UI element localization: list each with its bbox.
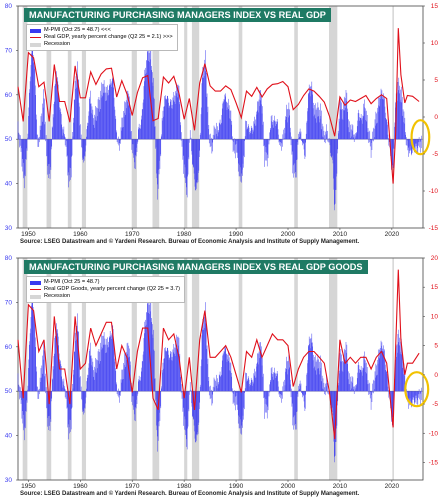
- legend-swatch-pmi: [30, 280, 41, 285]
- left-axis-tick-label: 30: [5, 225, 13, 232]
- legend-label-recession: Recession: [44, 293, 71, 299]
- right-axis-tick-label: -5: [432, 151, 438, 158]
- recession-band: [184, 258, 188, 480]
- chart-source: Source: LSEG Datastream and © Yardeni Re…: [20, 491, 360, 497]
- recession-band: [329, 6, 338, 228]
- left-axis-tick-label: 70: [5, 47, 13, 54]
- legend-label-gdp: Real GDP, yearly percent change (Q2 25 =…: [44, 34, 173, 40]
- x-axis-tick-label: 1970: [125, 483, 140, 490]
- recession-band: [131, 258, 137, 480]
- recession-band: [191, 258, 200, 480]
- legend-swatch-pmi: [30, 28, 41, 33]
- right-axis-tick-label: -10: [429, 430, 439, 437]
- legend-item-pmi: M-PMI (Oct 25 = 48.7) <<<: [30, 27, 173, 34]
- right-axis-tick-label: 5: [434, 343, 438, 350]
- chart-panel-pmi-vs-gdp: 80 70 60 50 40 30 15 10 5 0 -5 -10 -15 1950 1960 1970 19…: [0, 0, 445, 245]
- x-axis-tick-label: 2010: [333, 231, 348, 238]
- legend-item-gdp-goods: Real GDP Goods, yearly percent change (Q…: [30, 286, 180, 293]
- x-axis-tick-label: 1960: [73, 483, 88, 490]
- x-axis-tick-label: 1970: [125, 231, 140, 238]
- x-axis-tick-label: 2000: [281, 483, 296, 490]
- left-axis-tick-label: 40: [5, 433, 13, 440]
- recession-band: [152, 258, 160, 480]
- right-axis-tick-label: 20: [431, 255, 439, 262]
- recession-band: [238, 258, 243, 480]
- legend-label-gdp-goods: Real GDP Goods, yearly percent change (Q…: [44, 286, 180, 292]
- left-axis-tick-label: 70: [5, 299, 13, 306]
- legend-swatch-recession: [30, 42, 41, 47]
- x-axis-tick-label: 1990: [229, 231, 244, 238]
- left-axis-tick-label: 40: [5, 181, 13, 188]
- right-axis-tick-label: -5: [432, 401, 438, 408]
- left-axis-tick-label: 80: [5, 3, 13, 10]
- legend-label-pmi: M-PMI (Oct 25 = 48.7): [44, 279, 100, 285]
- x-axis-tick-label: 1980: [177, 483, 192, 490]
- recession-band: [46, 258, 52, 480]
- recession-band: [152, 6, 160, 228]
- recession-band: [81, 6, 87, 228]
- gdp-line: [17, 28, 420, 184]
- left-axis-tick-label: 50: [5, 136, 13, 143]
- left-axis-tick-label: 50: [5, 388, 13, 395]
- x-axis-tick-label: 1990: [229, 483, 244, 490]
- x-axis-tick-label: 1980: [177, 231, 192, 238]
- right-axis-tick-label: 15: [431, 3, 439, 10]
- gdp-line: [17, 269, 420, 440]
- legend-swatch-recession: [30, 294, 41, 299]
- right-axis-tick-label: 0: [434, 372, 438, 379]
- right-axis-tick-label: -15: [429, 225, 439, 232]
- left-axis-tick-label: 80: [5, 255, 13, 262]
- left-axis-tick-label: 60: [5, 344, 13, 351]
- legend-item-pmi: M-PMI (Oct 25 = 48.7): [30, 279, 180, 286]
- right-axis-tick-label: 15: [431, 284, 439, 291]
- recession-band: [392, 258, 394, 480]
- x-axis-tick-label: 2020: [385, 231, 400, 238]
- left-axis-tick-label: 30: [5, 477, 13, 484]
- recession-band: [67, 6, 72, 228]
- legend-swatch-gdp: [30, 37, 41, 38]
- right-axis-tick-label: 5: [434, 77, 438, 84]
- highlight-ellipse: [410, 119, 431, 156]
- recession-band: [184, 6, 188, 228]
- legend-item-gdp: Real GDP, yearly percent change (Q2 25 =…: [30, 34, 173, 41]
- x-axis-tick-label: 2020: [385, 483, 400, 490]
- right-axis-tick-label: -10: [429, 188, 439, 195]
- legend-label-pmi: M-PMI (Oct 25 = 48.7) <<<: [44, 27, 111, 33]
- x-axis-tick-label: 1950: [21, 231, 36, 238]
- recession-band: [81, 258, 87, 480]
- recession-band: [329, 258, 338, 480]
- legend-swatch-gdp-goods: [30, 289, 41, 290]
- chart-title: MANUFACTURING PURCHASING MANAGERS INDEX …: [24, 260, 368, 274]
- chart-legend: M-PMI (Oct 25 = 48.7) <<< Real GDP, year…: [26, 24, 178, 51]
- legend-label-recession: Recession: [44, 41, 71, 47]
- right-axis-tick-label: -15: [429, 459, 439, 466]
- chart-panel-pmi-vs-gdp-goods: 80 70 60 50 40 30 20 15 10 5 0 -5 -10 -15 1950 1960 1970…: [0, 252, 445, 497]
- recession-band: [392, 6, 394, 228]
- legend-item-recession: Recession: [30, 293, 180, 300]
- x-axis-tick-label: 1960: [73, 231, 88, 238]
- recession-band: [131, 6, 137, 228]
- recession-band: [294, 258, 298, 480]
- chart-source: Source: LSEG Datastream and © Yardeni Re…: [20, 239, 360, 245]
- recession-band: [294, 6, 298, 228]
- highlight-ellipse: [404, 371, 430, 408]
- legend-item-recession: Recession: [30, 41, 173, 48]
- recession-band: [67, 258, 72, 480]
- chart-title: MANUFACTURING PURCHASING MANAGERS INDEX …: [24, 8, 331, 22]
- x-axis-tick-label: 1950: [21, 483, 36, 490]
- left-axis-tick-label: 60: [5, 92, 13, 99]
- recession-band: [22, 6, 28, 228]
- x-axis-tick-label: 2000: [281, 231, 296, 238]
- right-axis-tick-label: 10: [431, 313, 439, 320]
- x-axis-tick-label: 2010: [333, 483, 348, 490]
- chart-legend: M-PMI (Oct 25 = 48.7) Real GDP Goods, ye…: [26, 276, 185, 303]
- right-axis-tick-label: 10: [431, 40, 439, 47]
- right-axis-tick-label: 0: [434, 114, 438, 121]
